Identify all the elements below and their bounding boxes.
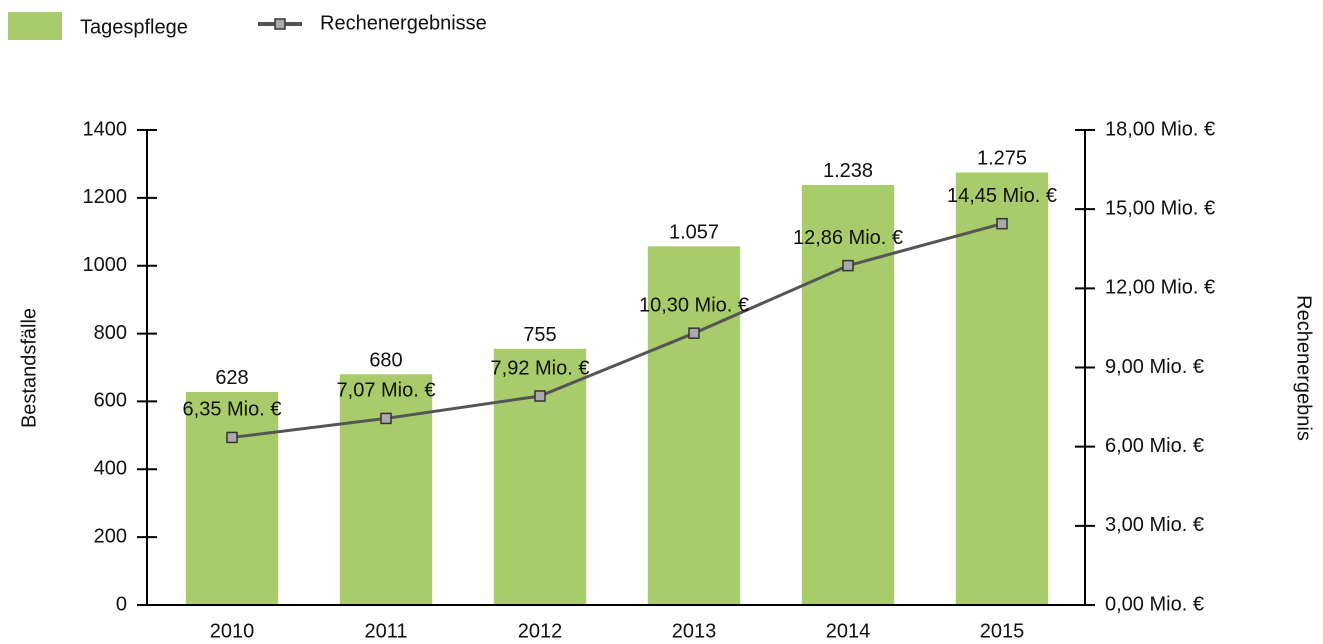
- legend-swatch: [8, 12, 62, 40]
- line-marker: [380, 412, 392, 425]
- x-tick-label: 2010: [210, 620, 255, 642]
- y-axis-label: Bestandsfälle: [18, 308, 40, 428]
- bar-label: 1.275: [977, 148, 1027, 170]
- y2-tick-label: 18,00 Mio. €: [1105, 118, 1215, 140]
- bar-label: 680: [369, 350, 402, 372]
- bar: [339, 374, 433, 605]
- y2-tick-label: 3,00 Mio. €: [1105, 514, 1204, 536]
- bar-label: 1.057: [669, 222, 719, 244]
- y2-tick-label: 12,00 Mio. €: [1105, 277, 1215, 299]
- line-label: 14,45 Mio. €: [947, 185, 1057, 207]
- y2-tick-label: 0,00 Mio. €: [1105, 593, 1204, 615]
- line-label: 7,07 Mio. €: [337, 380, 436, 402]
- legend-label: Tagespflege: [80, 16, 188, 38]
- bar-label: 755: [523, 324, 556, 346]
- y-tick-label: 1400: [83, 118, 128, 140]
- line-marker: [842, 259, 854, 272]
- bar: [493, 348, 587, 605]
- x-tick-label: 2013: [672, 620, 717, 642]
- bar: [801, 184, 895, 605]
- line-marker: [534, 390, 546, 402]
- y2-tick-label: 15,00 Mio. €: [1105, 197, 1215, 219]
- y-tick-label: 600: [94, 390, 127, 412]
- line-marker: [226, 431, 238, 444]
- x-tick-label: 2011: [364, 620, 407, 642]
- legend-marker: [274, 18, 286, 30]
- y-tick-label: 400: [94, 458, 127, 480]
- y-tick-label: 1200: [83, 186, 128, 208]
- line-marker: [688, 327, 700, 339]
- y2-tick-label: 6,00 Mio. €: [1105, 435, 1204, 457]
- bar-label: 628: [215, 367, 248, 389]
- line-label: 6,35 Mio. €: [183, 399, 282, 421]
- x-tick-label: 2015: [980, 620, 1025, 642]
- line-label: 12,86 Mio. €: [793, 227, 903, 249]
- legend-label: Rechenergebnisse: [320, 12, 487, 34]
- y-tick-label: 200: [94, 525, 127, 547]
- bar: [955, 172, 1049, 606]
- line-label: 10,30 Mio. €: [639, 294, 749, 316]
- y-tick-label: 800: [94, 322, 127, 344]
- x-tick-label: 2012: [518, 620, 563, 642]
- line-marker: [996, 217, 1008, 230]
- line: [231, 222, 1003, 439]
- y-tick-label: 0: [116, 593, 127, 615]
- x-tick-label: 2014: [826, 620, 871, 642]
- y-tick-label: 1000: [83, 254, 128, 276]
- bar: [185, 391, 279, 605]
- bar: [647, 246, 741, 605]
- line-label: 7,92 Mio. €: [491, 357, 590, 379]
- y2-axis-label: Rechenergebnis: [1293, 295, 1315, 441]
- y2-tick-label: 9,00 Mio. €: [1105, 356, 1204, 378]
- bar-label: 1.238: [823, 160, 873, 182]
